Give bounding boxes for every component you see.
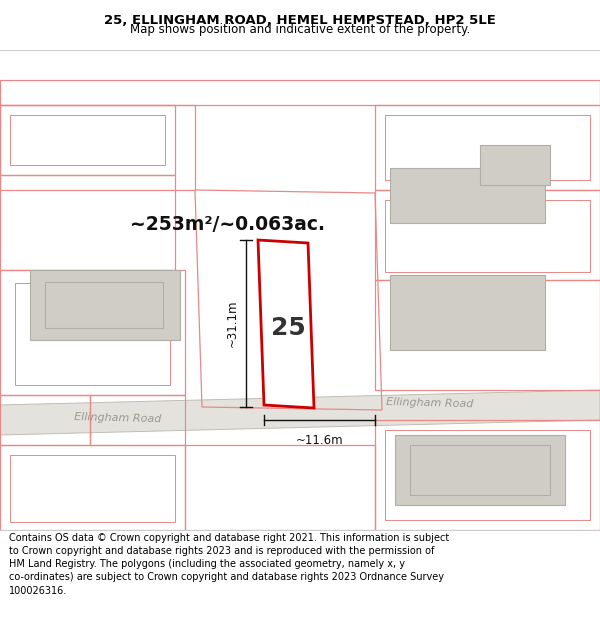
Bar <box>45 282 163 328</box>
Text: ~31.1m: ~31.1m <box>226 300 239 348</box>
Text: ~253m²/~0.063ac.: ~253m²/~0.063ac. <box>130 215 325 234</box>
Text: Map shows position and indicative extent of the property.: Map shows position and indicative extent… <box>130 23 470 36</box>
Bar <box>395 435 565 505</box>
Text: Contains OS data © Crown copyright and database right 2021. This information is : Contains OS data © Crown copyright and d… <box>9 533 449 596</box>
Polygon shape <box>258 240 314 408</box>
Text: Ellingham Road: Ellingham Road <box>386 397 474 409</box>
Text: Ellingham Road: Ellingham Road <box>74 412 162 424</box>
Bar <box>390 275 545 350</box>
Bar <box>480 145 550 185</box>
Bar <box>410 445 550 495</box>
Polygon shape <box>0 390 600 435</box>
Text: ~11.6m: ~11.6m <box>296 434 343 447</box>
Text: 25: 25 <box>271 316 305 340</box>
Text: 25, ELLINGHAM ROAD, HEMEL HEMPSTEAD, HP2 5LE: 25, ELLINGHAM ROAD, HEMEL HEMPSTEAD, HP2… <box>104 14 496 27</box>
Bar <box>30 270 180 340</box>
Bar <box>390 168 545 223</box>
